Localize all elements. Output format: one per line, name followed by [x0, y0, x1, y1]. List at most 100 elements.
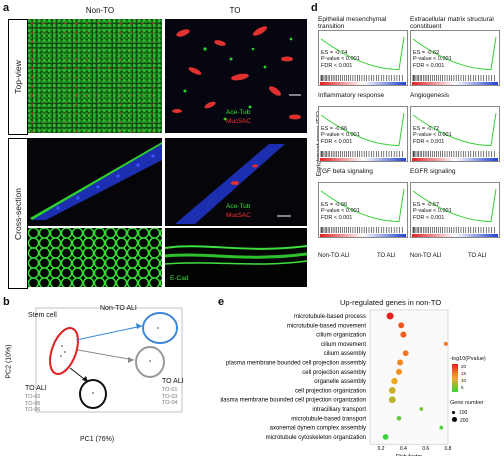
legend-size-item-large: 200	[452, 417, 468, 425]
gsea-cell-stats: ES = -0.74 P-value < 0.001 FDR < 0.001	[321, 50, 360, 69]
panel-d-label: d	[311, 2, 318, 14]
gsea-stat-fdr: FDR < 0.001	[321, 138, 353, 145]
dot-chart-point	[395, 368, 403, 375]
dot-chart: microtubule-based process microtubule-bas…	[220, 309, 452, 456]
gsea-cell-stats: ES = -0.72 P-value < 0.001 FDR < 0.001	[413, 126, 452, 145]
stain-label-ace-tub-top: Ace-Tub	[226, 109, 251, 116]
dot-chart-point	[398, 322, 405, 329]
pca-label-to-ali-left: TO ALI	[25, 385, 47, 392]
gsea-stat-p: P-value < 0.001	[321, 132, 360, 139]
micrograph-cross-to	[165, 138, 307, 226]
gsea-cell-stats: ES = -0.67 P-value < 0.001 FDR < 0.001	[413, 202, 452, 221]
panel-e-label: e	[218, 296, 225, 308]
pca-ids-right: TO-01 TO-03 TO-04	[162, 387, 178, 407]
dot-chart-x-tick: 0.6	[422, 446, 429, 452]
gsea-cell-stats: ES = -0.66 P-value < 0.001 FDR < 0.001	[321, 202, 360, 221]
dot-chart-point	[419, 407, 424, 411]
dot-chart-category-label: microtubule-based transport	[291, 416, 366, 422]
gsea-stat-fdr: FDR < 0.001	[321, 214, 353, 221]
dot-chart-point	[402, 350, 409, 357]
dot-chart-category-label: cilium movement	[321, 342, 366, 348]
gsea-stat-fdr: FDR < 0.001	[413, 214, 445, 221]
pca-xlabel: PC1 (76%)	[80, 436, 115, 443]
legend-size-title: Gene number	[450, 400, 484, 406]
panel-a-label: a	[3, 2, 10, 14]
pca-ids-left: TO-02 TO-05 TO-06	[25, 394, 41, 414]
dot-chart-point	[397, 359, 404, 366]
stain-label-e-cad: E-Cad	[170, 275, 189, 282]
gsea-stat-es: ES = -0.74	[321, 50, 348, 56]
dot-chart-x-tick: 0.4	[400, 446, 407, 452]
gsea-cell	[410, 106, 500, 162]
pca-id: TO-02	[25, 394, 41, 400]
pca-id: TO-04	[162, 400, 178, 406]
stain-label-ace-tub-mid: Ace-Tub	[226, 203, 251, 210]
dot-chart-point	[386, 312, 394, 320]
pca-plot	[18, 306, 186, 428]
gsea-cell	[318, 182, 408, 238]
gsea-cell-title: Extracellular matrix structural constitu…	[410, 16, 494, 30]
pca-label-non-to-ali: Non-TO ALI	[100, 305, 137, 312]
gsea-stat-p: P-value < 0.001	[413, 132, 452, 139]
legend-tick: 5	[461, 385, 464, 390]
micrograph-top-non-to	[28, 19, 162, 133]
pca-label-to-ali-right: TO ALI	[162, 378, 184, 385]
gsea-stat-p: P-value < 0.001	[321, 56, 360, 63]
dot-chart-point	[439, 425, 444, 430]
dot-chart-point	[388, 396, 396, 404]
dot-chart-category-label: axonemal dynein complex assembly	[270, 426, 366, 432]
gsea-cell	[410, 30, 500, 86]
legend-tick: 20	[461, 364, 467, 369]
gsea-stat-fdr: FDR < 0.001	[413, 138, 445, 145]
row-label-top-view: Top-view	[8, 19, 28, 135]
gsea-cell-title: EGFR signaling	[410, 168, 456, 175]
col-header-to: TO	[229, 6, 241, 15]
gsea-cell	[318, 106, 408, 162]
micrograph-cross-non-to	[28, 138, 162, 226]
gsea-stat-es: ES = -0.72	[413, 126, 440, 132]
legend-size-items: 100 200	[452, 409, 468, 425]
dot-chart-point	[382, 434, 389, 440]
gsea-x-left-to: TO ALI	[377, 253, 396, 259]
dot-chart-category-label: intracilliary transport	[312, 407, 366, 413]
micrograph-ecad-non-to	[28, 228, 162, 287]
gsea-cell	[410, 182, 500, 238]
panel-b-label: b	[3, 296, 10, 308]
dot-chart-category-label: cilium assembly	[324, 351, 366, 357]
gsea-cell-title: Inflammatory response	[318, 92, 385, 99]
dot-chart-xlabel: Rich factor	[396, 454, 422, 456]
gsea-cell-stats: ES = -0.62 P-value < 0.001 FDR < 0.001	[413, 50, 452, 69]
dot-chart-title: Up-regulated genes in non-TO	[340, 298, 442, 307]
gsea-x-left-nonto: Non-TO ALI	[318, 253, 350, 259]
dot-chart-axes	[369, 309, 449, 445]
dot-chart-point	[388, 387, 396, 394]
dot-chart-point	[391, 377, 398, 385]
dot-chart-category-label: plasma membrane bounded cell projection …	[226, 361, 366, 367]
gsea-stat-es: ES = -0.67	[413, 202, 440, 208]
gsea-stat-p: P-value < 0.001	[321, 208, 360, 215]
gsea-stat-es: ES = -0.66	[321, 202, 348, 208]
legend-size-item-small: 100	[452, 409, 468, 417]
legend-tick: 10	[461, 378, 467, 383]
stain-label-muc5ac-top: Muc5AC	[226, 118, 251, 125]
gsea-x-right-nonto: Non-TO ALI	[410, 253, 442, 259]
gsea-stat-p: P-value < 0.001	[413, 56, 452, 63]
col-header-non-to: Non-TO	[85, 6, 115, 15]
dot-chart-category-label: cell projection organization	[295, 388, 366, 394]
row-label-cross-section: Cross-section	[8, 138, 28, 289]
dot-chart-category-label: plasma membrane bounded cell projection …	[220, 398, 366, 404]
dot-chart-x-tick: 0.8	[445, 446, 452, 452]
pca-label-stem-cell: Stem cell	[28, 312, 57, 319]
dot-chart-x-tick: 0.2	[378, 446, 385, 452]
legend-tick: 15	[461, 371, 467, 376]
pca-id: TO-05	[25, 400, 41, 407]
dot-chart-category-label: microtubule-based movement	[287, 323, 366, 329]
gsea-cell-title: Angiogenesis	[410, 92, 450, 99]
gsea-cell	[318, 30, 408, 86]
gsea-stat-p: P-value < 0.001	[413, 208, 452, 215]
dot-chart-category-label: organelle assembly	[314, 379, 366, 385]
gsea-x-right-to: TO ALI	[468, 253, 487, 259]
dot-chart-category-label: cilium organization	[316, 333, 366, 339]
gsea-stat-es: ES = -0.62	[413, 50, 440, 56]
dot-chart-point	[396, 416, 402, 421]
